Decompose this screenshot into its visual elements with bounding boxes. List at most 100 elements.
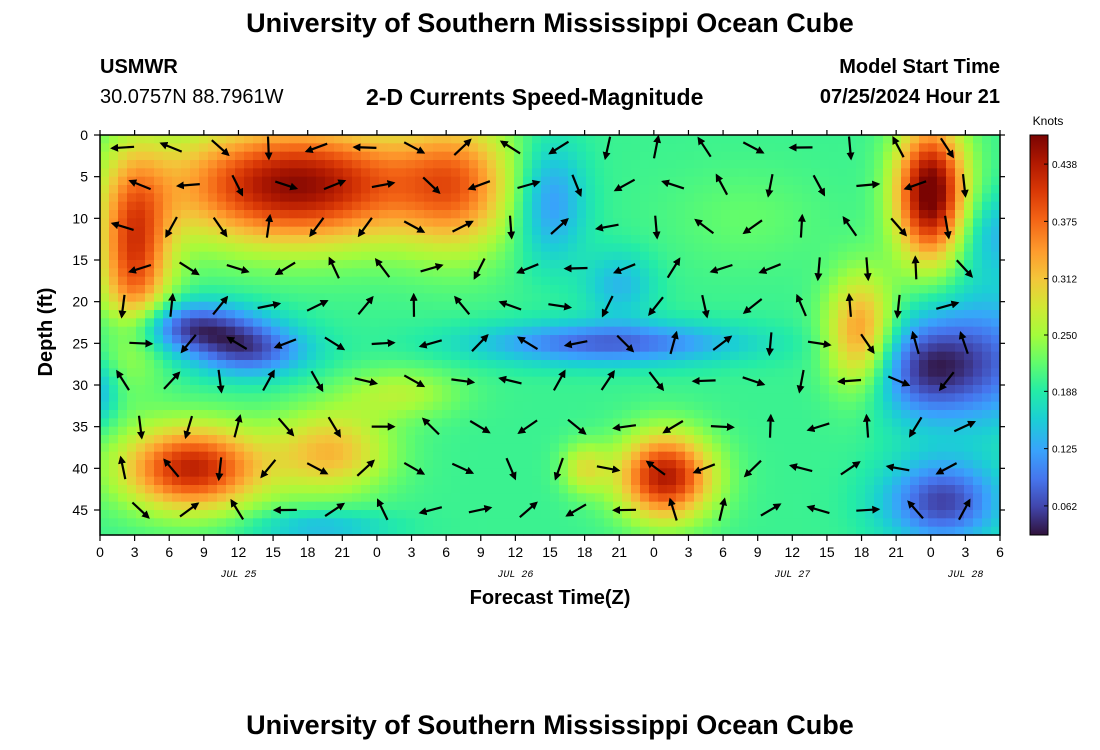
heatmap-cell [136,468,146,478]
heatmap-cell [199,201,209,211]
current-arrow [742,376,766,387]
heatmap-cell [532,326,542,336]
heatmap-cell [343,526,353,536]
heatmap-cell [703,468,713,478]
heatmap-cell [469,476,479,486]
heatmap-cell [685,143,695,153]
heatmap-cell [244,326,254,336]
heatmap-cell [172,285,182,294]
heatmap-cell [469,410,479,419]
current-arrow [766,413,775,438]
heatmap-cell [244,151,254,161]
heatmap-cell [361,493,371,503]
station-coordinates: 30.0757N 88.7961W [100,86,284,108]
heatmap-cell [379,418,389,428]
heatmap-cell [514,360,524,369]
heatmap-cell [595,468,605,478]
heatmap-cell [775,401,785,411]
heatmap-cell [127,510,137,519]
heatmap-cell [613,376,623,386]
heatmap-cell [217,318,227,328]
heatmap-cell [190,235,200,244]
heatmap-cell [892,318,902,328]
heatmap-cell [109,518,119,528]
heatmap-cell [118,385,128,394]
heatmap-cell [397,160,407,169]
heatmap-cell [208,393,218,403]
heatmap-cell [334,210,344,219]
heatmap-cell [730,518,740,528]
heatmap-cell [253,326,263,336]
heatmap-cell [883,268,893,278]
heatmap-cell [541,501,551,511]
heatmap-cell [847,393,857,403]
heatmap-cell [694,435,704,444]
heatmap-cell [658,251,668,261]
heatmap-cell [811,201,821,211]
heatmap-cell [271,385,281,394]
heatmap-cell [811,235,821,244]
heatmap-cell [631,143,641,153]
heatmap-cell [829,501,839,511]
heatmap-cell [667,401,677,411]
heatmap-cell [982,451,992,461]
heatmap-cell [199,443,209,453]
heatmap-cell [991,393,1001,403]
heatmap-cell [937,293,947,303]
heatmap-cell [244,343,254,353]
heatmap-cell [577,235,587,244]
heatmap-cell [181,193,191,203]
heatmap-cell [469,318,479,328]
heatmap-cell [604,518,614,528]
heatmap-cell [757,451,767,461]
heatmap-cell [541,210,551,219]
heatmap-cell [226,393,236,403]
heatmap-cell [649,243,659,253]
heatmap-cell [739,151,749,161]
heatmap-cell [847,268,857,278]
heatmap-cell [226,135,236,144]
heatmap-cell [253,526,263,536]
heatmap-cell [127,151,137,161]
heatmap-cell [127,185,137,194]
heatmap-cell [901,526,911,536]
heatmap-cell [784,226,794,236]
heatmap-cell [298,385,308,394]
heatmap-cell [856,368,866,378]
heatmap-cell [253,218,263,228]
heatmap-cell [838,168,848,178]
heatmap-cell [136,193,146,203]
heatmap-cell [550,176,560,186]
current-arrow [352,143,377,152]
heatmap-cell [568,251,578,261]
heatmap-cell [946,418,956,428]
heatmap-cell [127,376,137,386]
heatmap-cell [199,276,209,286]
heatmap-cell [424,385,434,394]
heatmap-cell [577,143,587,153]
heatmap-cell [685,393,695,403]
heatmap-cell [325,135,335,144]
heatmap-cell [163,435,173,444]
heatmap-cell [622,243,632,253]
heatmap-cell [208,476,218,486]
heatmap-cell [442,268,452,278]
heatmap-cell [370,318,380,328]
heatmap-cell [856,276,866,286]
heatmap-cell [739,418,749,428]
heatmap-cell [973,468,983,478]
heatmap-cell [802,235,812,244]
heatmap-cell [577,401,587,411]
heatmap-cell [739,335,749,344]
heatmap-cell [685,343,695,353]
heatmap-cell [901,451,911,461]
heatmap-cell [397,285,407,294]
heatmap-cell [955,210,965,219]
heatmap-cell [316,401,326,411]
heatmap-cell [559,360,569,369]
heatmap-cell [622,443,632,453]
heatmap-cell [262,510,272,519]
heatmap-cell [541,435,551,444]
heatmap-cell [550,451,560,461]
heatmap-cell [604,235,614,244]
